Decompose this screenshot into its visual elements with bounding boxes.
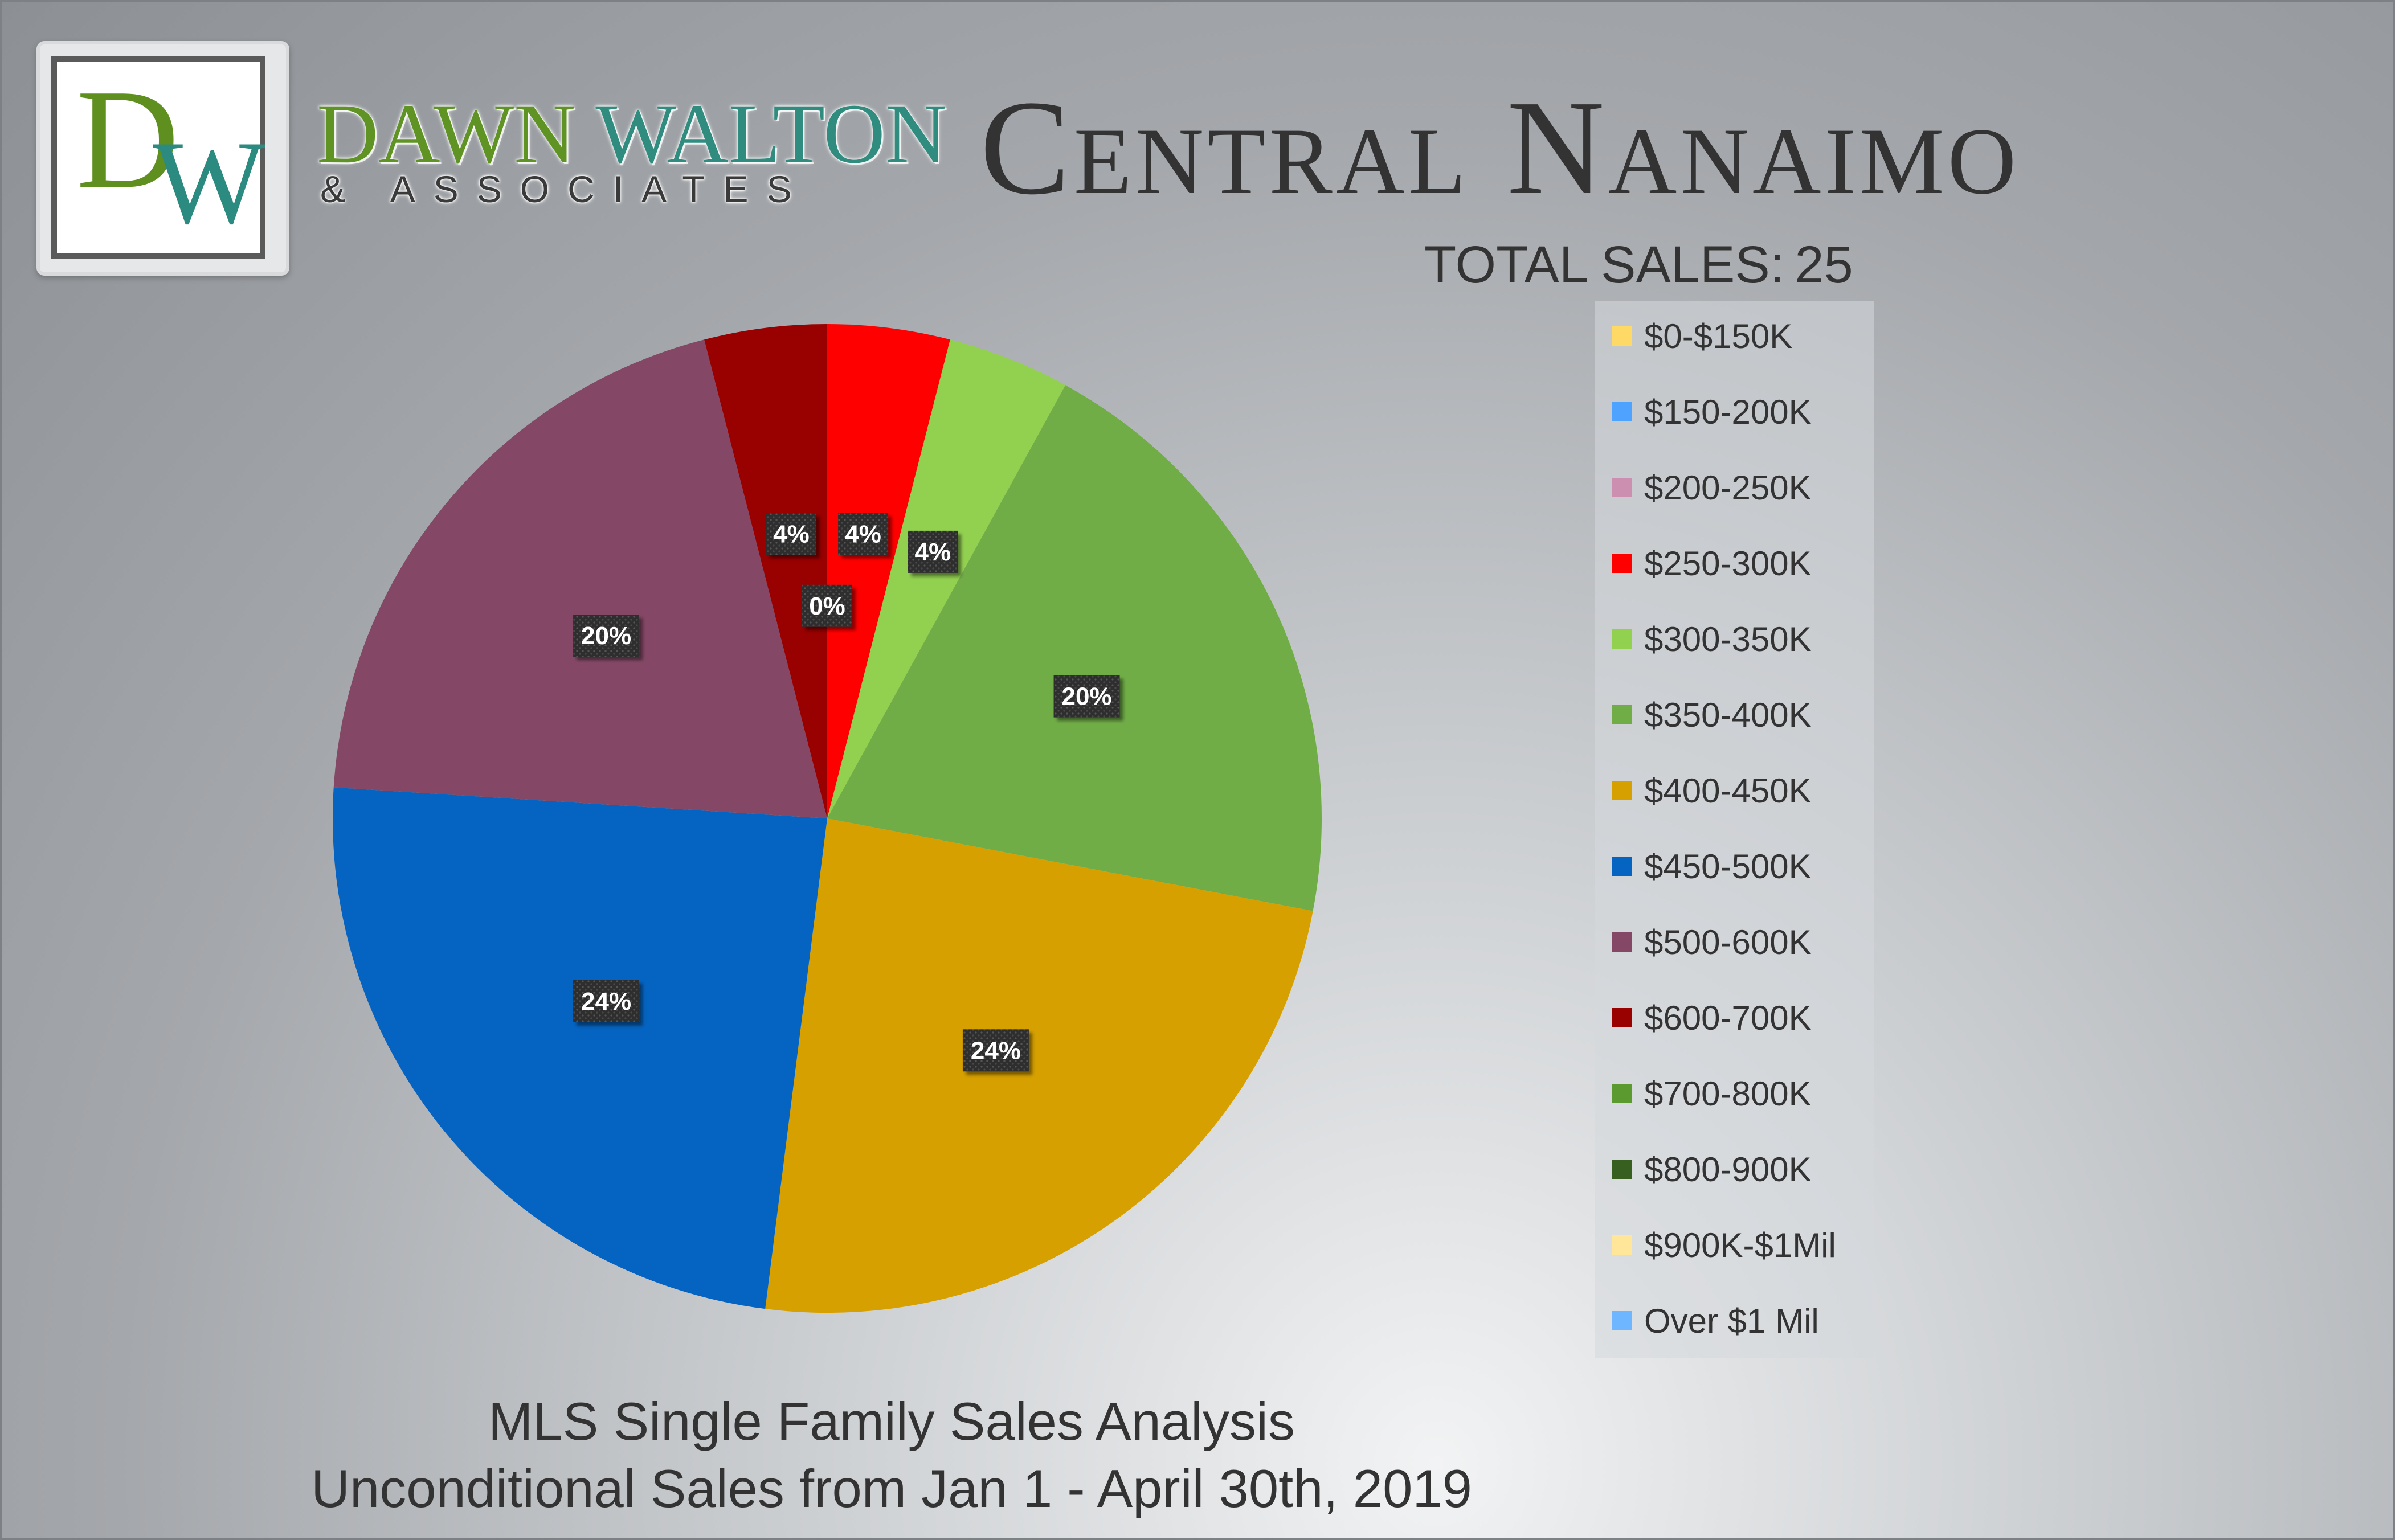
data-label-0-150k: 0% — [802, 584, 852, 627]
legend-swatch — [1612, 857, 1632, 876]
data-label-350-400k: 20% — [1053, 675, 1120, 718]
data-label-450-500k: 24% — [573, 980, 640, 1022]
data-label-250-300k: 4% — [838, 513, 889, 555]
data-label-300-350k-box — [908, 530, 958, 573]
total-sales-label: TOTAL SALES: — [1424, 236, 1785, 294]
data-label-450-500k-box — [573, 980, 640, 1022]
legend-item-150-200k: $150-200K — [1612, 386, 1812, 437]
legend-label: $300-350K — [1644, 620, 1812, 658]
legend-swatch — [1612, 402, 1632, 421]
legend-swatch — [1612, 554, 1632, 573]
legend-item-500-600k: $500-600K — [1612, 916, 1812, 968]
legend-label: $600-700K — [1644, 998, 1812, 1037]
data-label-0-150k-box — [802, 584, 852, 627]
data-label-450-500k-text: 24% — [581, 988, 631, 1015]
legend-label: $900K-$1Mil — [1644, 1226, 1836, 1264]
logo-inner-frame: D W — [51, 56, 265, 259]
data-label-350-400k-text: 20% — [1061, 683, 1111, 711]
legend-label: $250-300K — [1644, 544, 1812, 583]
legend-swatch — [1612, 629, 1632, 649]
legend-swatch — [1612, 705, 1632, 724]
data-label-600-700k: 4% — [766, 513, 816, 555]
slice-350-400k — [827, 385, 1322, 911]
logo-letter-d: D — [76, 60, 179, 218]
legend-label: $450-500K — [1644, 847, 1812, 886]
logo-letter-w: W — [153, 117, 266, 249]
legend-swatch — [1612, 1008, 1632, 1027]
slice-500-600k — [333, 339, 827, 818]
legend-swatch — [1612, 1160, 1632, 1179]
data-label-600-700k-text: 4% — [773, 521, 810, 548]
legend-label: $150-200K — [1644, 392, 1812, 431]
legend-label: $800-900K — [1644, 1150, 1812, 1189]
legend-item-350-400k: $350-400K — [1612, 689, 1812, 740]
legend-label: $200-250K — [1644, 468, 1812, 507]
total-sales-value: 25 — [1795, 236, 1853, 294]
data-label-500-600k-box — [573, 615, 640, 657]
legend-item-450-500k: $450-500K — [1612, 841, 1812, 892]
data-label-500-600k-text: 20% — [581, 622, 631, 650]
data-label-500-600k: 20% — [573, 615, 640, 657]
chart-legend: $0-$150K $150-200K $200-250K $250-300K $300-… — [1595, 301, 1874, 1358]
legend-label: $350-400K — [1644, 695, 1812, 734]
data-label-400-450k-box — [962, 1029, 1029, 1072]
footer-title: MLS Single Family Sales Analysis — [488, 1391, 1295, 1451]
legend-label: $400-450K — [1644, 771, 1812, 810]
legend-swatch — [1612, 1311, 1632, 1330]
data-label-600-700k-box — [766, 513, 816, 555]
data-label-400-450k: 24% — [962, 1029, 1029, 1072]
legend-item-250-300k: $250-300K — [1612, 538, 1812, 589]
legend-item-800-900k: $800-900K — [1612, 1144, 1812, 1195]
data-label-250-300k-text: 4% — [845, 521, 881, 548]
data-label-250-300k-box — [838, 513, 889, 555]
data-label-350-400k-box — [1053, 675, 1120, 718]
legend-swatch — [1612, 1084, 1632, 1103]
legend-label: $700-800K — [1644, 1074, 1812, 1113]
brand-name: DAWN WALTON — [317, 85, 947, 182]
data-label-300-350k: 4% — [908, 530, 958, 573]
legend-item-600-700k: $600-700K — [1612, 992, 1812, 1043]
slice-250-300k — [827, 324, 950, 818]
legend-item-700-800k: $700-800K — [1612, 1068, 1812, 1119]
slice-450-500k — [332, 787, 827, 1309]
legend-label: $500-600K — [1644, 923, 1812, 961]
total-sales: TOTAL SALES: 25 — [1424, 234, 1853, 296]
legend-label: $0-$150K — [1644, 317, 1793, 355]
slice-600-700k — [704, 324, 827, 818]
brand-name-first: DAWN — [317, 87, 576, 181]
legend-item-400-450k: $400-450K — [1612, 765, 1812, 816]
slice-400-450k — [765, 818, 1313, 1313]
dw-logo: D W — [36, 41, 289, 276]
legend-item-0-150k: $0-$150K — [1612, 310, 1792, 362]
legend-swatch — [1612, 326, 1632, 346]
brand-subtitle: & ASSOCIATES — [320, 168, 810, 210]
legend-item-over-1-mil: Over $1 Mil — [1612, 1295, 1819, 1346]
page-title: Central Nanaimo — [980, 73, 2020, 223]
legend-label: Over $1 Mil — [1644, 1301, 1819, 1340]
legend-swatch — [1612, 781, 1632, 800]
data-label-0-150k-text: 0% — [809, 592, 845, 620]
data-label-300-350k-text: 4% — [915, 538, 951, 566]
brand-name-last: WALTON — [595, 87, 947, 181]
legend-item-300-350k: $300-350K — [1612, 613, 1812, 665]
legend-swatch — [1612, 1235, 1632, 1255]
legend-item-900k-1mil: $900K-$1Mil — [1612, 1219, 1836, 1271]
legend-item-200-250k: $200-250K — [1612, 462, 1812, 513]
slice-300-350k — [827, 339, 1066, 818]
data-label-400-450k-text: 24% — [971, 1037, 1021, 1064]
legend-swatch — [1612, 932, 1632, 952]
footer-subtitle: Unconditional Sales from Jan 1 - April 3… — [311, 1459, 1472, 1518]
legend-swatch — [1612, 478, 1632, 497]
